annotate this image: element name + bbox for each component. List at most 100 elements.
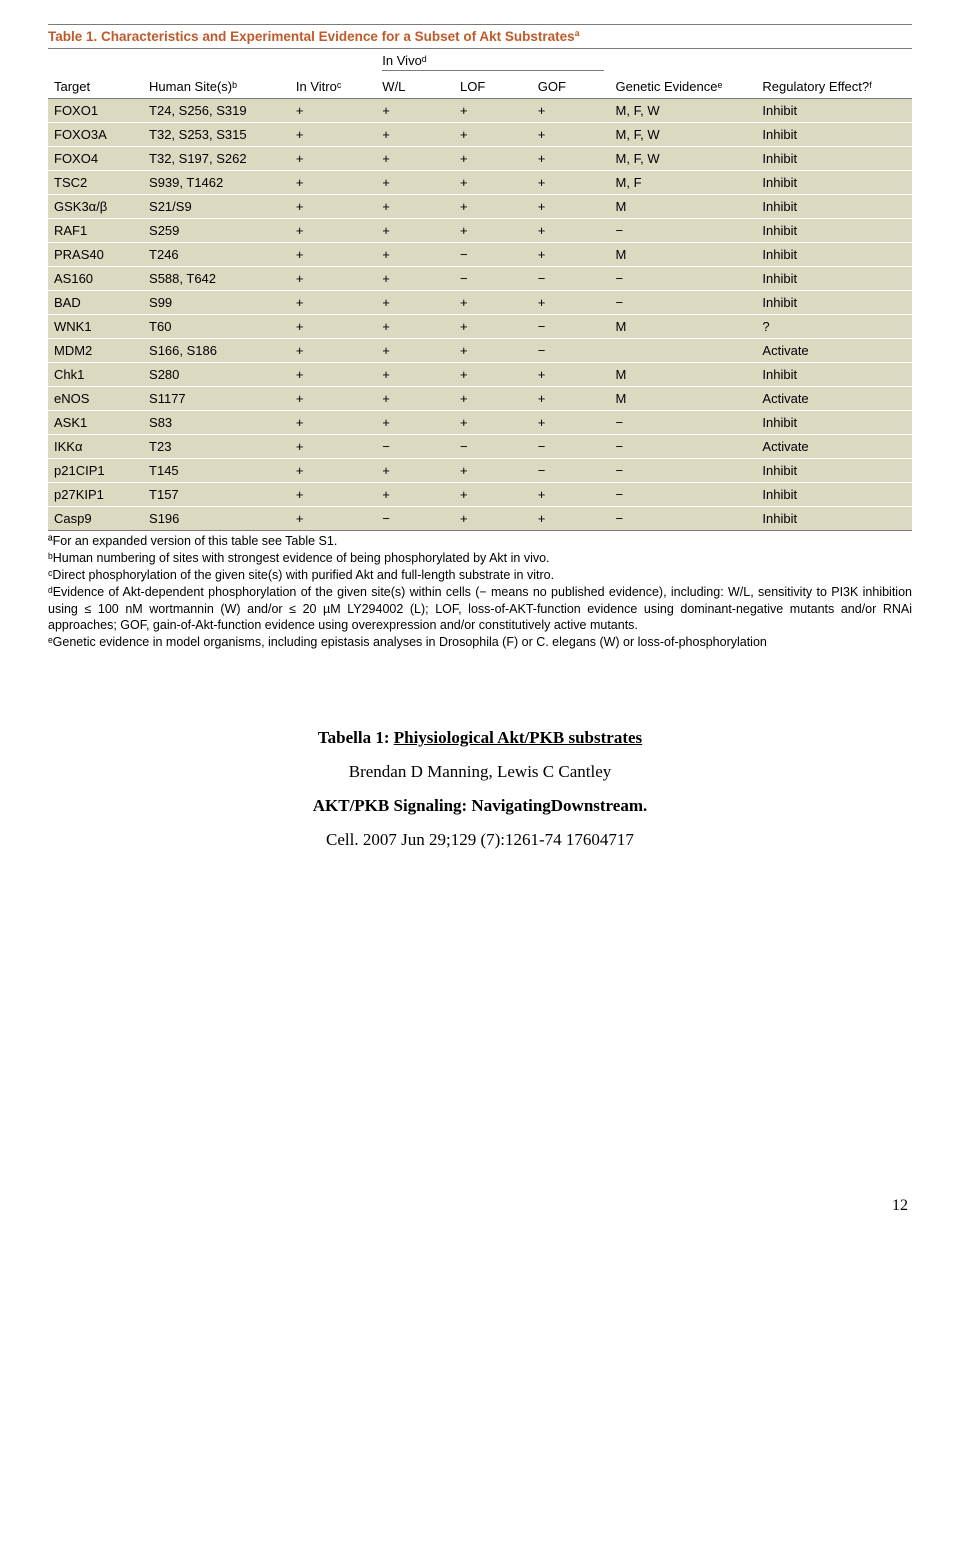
table-cell: +: [454, 147, 532, 171]
table-cell: S280: [143, 363, 290, 387]
table-cell: −: [376, 435, 454, 459]
table-cell: +: [454, 507, 532, 531]
caption-authors: Brendan D Manning, Lewis C Cantley: [48, 755, 912, 789]
caption-citation: Cell. 2007 Jun 29;129 (7):1261-74 176047…: [48, 823, 912, 857]
table-cell: +: [532, 123, 610, 147]
table-cell: S1177: [143, 387, 290, 411]
table-cell: RAF1: [48, 219, 143, 243]
table-cell: +: [376, 267, 454, 291]
table-cell: +: [290, 123, 376, 147]
table-cell: +: [454, 459, 532, 483]
table-cell: Inhibit: [756, 291, 912, 315]
caption-block: Tabella 1: Phiysiological Akt/PKB substr…: [48, 721, 912, 857]
table-cell: Casp9: [48, 507, 143, 531]
table-cell: +: [376, 483, 454, 507]
table-cell: Inhibit: [756, 411, 912, 435]
table-cell: +: [532, 219, 610, 243]
column-header: Regulatory Effect?ᶠ: [756, 75, 912, 99]
table-cell: MDM2: [48, 339, 143, 363]
table-row: MDM2S166, S186+++−Activate: [48, 339, 912, 363]
column-header: GOF: [532, 75, 610, 99]
column-header: In Vitroᶜ: [290, 75, 376, 99]
table-cell: Inhibit: [756, 507, 912, 531]
table-cell: Inhibit: [756, 195, 912, 219]
table-title: Table 1. Characteristics and Experimenta…: [48, 24, 912, 49]
table-cell: M, F, W: [610, 123, 757, 147]
table-cell: −: [610, 219, 757, 243]
table-cell: TSC2: [48, 171, 143, 195]
table-row: BADS99++++−Inhibit: [48, 291, 912, 315]
table-cell: +: [290, 147, 376, 171]
table-cell: +: [376, 243, 454, 267]
table-cell: Activate: [756, 435, 912, 459]
table-row: p27KIP1T157++++−Inhibit: [48, 483, 912, 507]
table-cell: Inhibit: [756, 219, 912, 243]
column-header: Human Site(s)ᵇ: [143, 75, 290, 99]
table-cell: +: [290, 171, 376, 195]
table-cell: −: [454, 435, 532, 459]
table-cell: +: [290, 339, 376, 363]
table-cell: Inhibit: [756, 243, 912, 267]
table-cell: +: [290, 483, 376, 507]
column-header: Target: [48, 75, 143, 99]
table-cell: +: [532, 147, 610, 171]
table-cell: −: [532, 267, 610, 291]
footnote-line: ᵇHuman numbering of sites with strongest…: [48, 550, 912, 567]
table-row: FOXO1T24, S256, S319++++M, F, WInhibit: [48, 99, 912, 123]
table-cell: M: [610, 387, 757, 411]
table-cell: T157: [143, 483, 290, 507]
table-cell: +: [290, 315, 376, 339]
table-cell: −: [532, 339, 610, 363]
header-row: TargetHuman Site(s)ᵇIn VitroᶜW/LLOFGOFGe…: [48, 75, 912, 99]
table-cell: Inhibit: [756, 483, 912, 507]
table-cell: +: [376, 459, 454, 483]
table-cell: +: [532, 363, 610, 387]
caption-prefix: Tabella 1:: [318, 728, 394, 747]
table-cell: +: [532, 291, 610, 315]
table-cell: +: [532, 483, 610, 507]
table-cell: +: [290, 291, 376, 315]
table-cell: M: [610, 363, 757, 387]
table-cell: +: [454, 195, 532, 219]
column-header: W/L: [376, 75, 454, 99]
table-row: RAF1S259++++−Inhibit: [48, 219, 912, 243]
table-cell: +: [454, 123, 532, 147]
table-cell: −: [610, 291, 757, 315]
table-cell: S196: [143, 507, 290, 531]
table-cell: +: [376, 339, 454, 363]
table-cell: T246: [143, 243, 290, 267]
caption-article: AKT/PKB Signaling: NavigatingDownstream.: [48, 789, 912, 823]
table-cell: +: [290, 267, 376, 291]
table-cell: +: [532, 195, 610, 219]
table-cell: FOXO4: [48, 147, 143, 171]
footnotes: ªFor an expanded version of this table s…: [48, 533, 912, 651]
table-cell: M, F, W: [610, 147, 757, 171]
table-cell: −: [532, 459, 610, 483]
table-cell: p27KIP1: [48, 483, 143, 507]
table-cell: −: [610, 483, 757, 507]
table-row: p21CIP1T145+++−−Inhibit: [48, 459, 912, 483]
table-cell: +: [376, 363, 454, 387]
table-cell: Inhibit: [756, 123, 912, 147]
table-cell: +: [454, 291, 532, 315]
table-cell: S21/S9: [143, 195, 290, 219]
table-cell: +: [290, 387, 376, 411]
table-cell: Inhibit: [756, 99, 912, 123]
footnote-line: ᵉGenetic evidence in model organisms, in…: [48, 634, 912, 651]
table-cell: +: [532, 171, 610, 195]
table-cell: FOXO3A: [48, 123, 143, 147]
table-row: IKKαT23+−−−−Activate: [48, 435, 912, 459]
table-cell: AS160: [48, 267, 143, 291]
table-cell: GSK3α/β: [48, 195, 143, 219]
table-cell: +: [454, 387, 532, 411]
table-cell: Inhibit: [756, 171, 912, 195]
table-cell: +: [454, 99, 532, 123]
table-row: WNK1T60+++−M?: [48, 315, 912, 339]
table-cell: S939, T1462: [143, 171, 290, 195]
table-cell: +: [454, 219, 532, 243]
table-cell: +: [532, 99, 610, 123]
table-cell: S166, S186: [143, 339, 290, 363]
table-cell: T24, S256, S319: [143, 99, 290, 123]
table-cell: Activate: [756, 339, 912, 363]
table-cell: +: [290, 459, 376, 483]
